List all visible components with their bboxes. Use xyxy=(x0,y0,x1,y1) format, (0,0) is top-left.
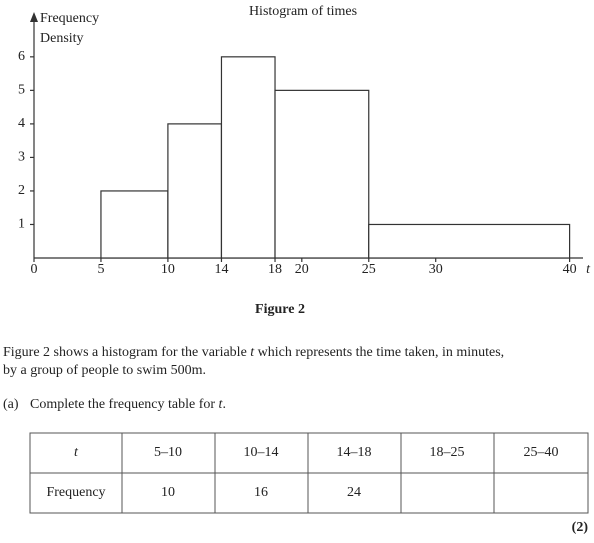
question-text: Complete the frequency table for t. xyxy=(30,397,226,412)
figure-caption: Figure 2 xyxy=(255,302,305,317)
x-tick-label: 30 xyxy=(429,262,443,277)
paragraph-line: Figure 2 shows a histogram for the varia… xyxy=(3,345,504,360)
y-tick-label: 3 xyxy=(18,150,25,165)
text: Complete the frequency table for xyxy=(30,397,219,412)
table-header-cell: 25–40 xyxy=(524,445,559,460)
x-tick-label: 5 xyxy=(97,262,104,277)
x-tick-label: 10 xyxy=(161,262,175,277)
y-tick-label: 2 xyxy=(18,183,25,198)
y-axis-label: Frequency xyxy=(40,11,99,26)
marks: (2) xyxy=(572,520,589,535)
table-grid xyxy=(29,432,589,514)
y-tick-label: 1 xyxy=(18,217,25,232)
bar xyxy=(100,190,169,259)
y-tick-label: 6 xyxy=(18,49,25,64)
table-cell: 10 xyxy=(161,485,175,500)
table-header-cell: 14–18 xyxy=(337,445,372,460)
table-header-cell: 5–10 xyxy=(154,445,182,460)
bar xyxy=(274,89,370,259)
x-tick-label: 20 xyxy=(295,262,309,277)
text: Figure 2 shows a histogram for the varia… xyxy=(3,345,250,360)
y-tick-label: 5 xyxy=(18,83,25,98)
table-cell: 24 xyxy=(347,485,361,500)
bar xyxy=(368,223,571,259)
x-tick-label: 0 xyxy=(31,262,38,277)
x-tick-label: 18 xyxy=(268,262,282,277)
x-tick-label: 40 xyxy=(563,262,577,277)
chart-title: Histogram of times xyxy=(249,4,357,19)
x-tick-label: 14 xyxy=(214,262,228,277)
paragraph-line: by a group of people to swim 500m. xyxy=(3,363,206,378)
table-cell: Frequency xyxy=(46,485,105,500)
x-axis-label: t xyxy=(586,262,591,277)
table-header-cell: 10–14 xyxy=(244,445,279,460)
y-axis-arrow xyxy=(30,12,38,22)
text: t xyxy=(250,345,255,360)
table-header-cell: 18–25 xyxy=(430,445,465,460)
text: . xyxy=(222,397,226,412)
bar xyxy=(220,56,276,259)
table-header-cell: t xyxy=(74,445,79,460)
text: by a group of people to swim 500m. xyxy=(3,363,206,378)
x-tick-label: 25 xyxy=(362,262,376,277)
text: which represents the time taken, in minu… xyxy=(254,345,504,360)
y-tick-label: 4 xyxy=(18,116,25,131)
question-label: (a) xyxy=(3,397,19,412)
bar xyxy=(167,123,223,259)
text: t xyxy=(219,397,224,412)
y-axis-label: Density xyxy=(40,31,84,46)
table-cell: 16 xyxy=(254,485,268,500)
